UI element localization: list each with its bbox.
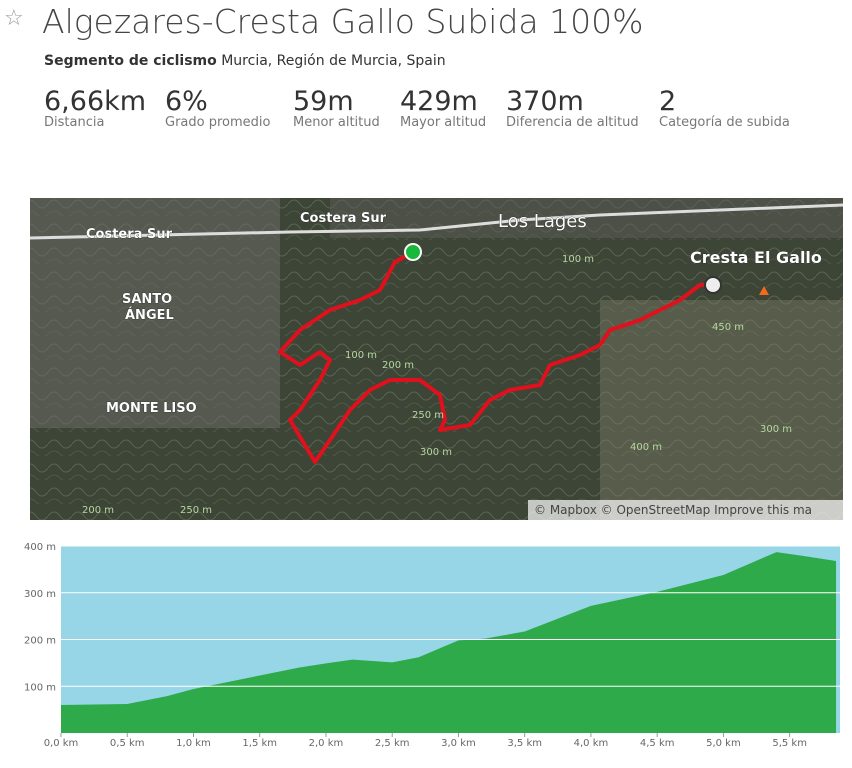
contour-label: 100 m [345,350,377,361]
finish-marker [704,276,722,294]
x-tick-label: 1,5 km [242,738,277,749]
x-tick-label: 4,5 km [640,738,675,749]
town-area [330,198,843,238]
segment-type: Segmento de ciclismo [44,53,217,69]
stat-value: 429m [400,86,478,117]
stat-label: Diferencia de altitud [506,115,639,130]
slope-area [600,300,843,520]
contour-label: 250 m [180,505,212,516]
peak-icon [759,286,769,295]
attribution-bg [528,500,843,520]
star-icon[interactable]: ☆ [4,6,24,31]
contour-label: 200 m [82,505,114,516]
plot-background [61,546,840,733]
elevation-chart: 100 m 200 m 300 m 400 m 0,0 km 0,5 km 1,0 km 1,… [24,542,840,749]
y-tick-label: 400 m [24,542,56,553]
y-tick-label: 200 m [24,636,56,647]
x-tick-label: 3,5 km [507,738,542,749]
contour-label: 200 m [382,360,414,371]
stat: 370m Diferencia de altitud [506,86,639,130]
x-tick-label: 5,5 km [772,738,807,749]
stat-value: 370m [506,86,584,117]
contour-label: 300 m [760,424,792,435]
x-tick-label: 5,0 km [706,738,741,749]
stat-label: Grado promedio [165,115,271,130]
stat: 59m Menor altitud [293,86,380,130]
map-label: SANTO [122,292,172,307]
contour-label: 100 m [562,254,594,265]
contour-label: 300 m [420,447,452,458]
x-tick-label: 4,0 km [574,738,609,749]
start-marker [404,243,422,261]
stat-value: 59m [293,86,354,117]
y-tick-label: 100 m [24,682,56,693]
map-label: MONTE LISO [106,401,197,416]
stat: 6% Grado promedio [165,86,270,130]
x-tick-label: 2,5 km [375,738,410,749]
x-tick-label: 1,0 km [176,738,211,749]
stat: 2 Categoría de subida [659,86,790,130]
x-tick-label: 2,0 km [309,738,344,749]
stat-value: 6% [165,86,208,117]
map[interactable]: Costera Sur Costera Sur Los Lages SANTO … [29,198,844,520]
stat-value: 6,66km [44,86,147,117]
map-attribution[interactable]: © Mapbox © OpenStreetMap Improve this ma [534,503,812,517]
stat: 6,66km Distancia [44,86,146,130]
map-label: ÁNGEL [125,307,174,323]
stat-label: Categoría de subida [659,115,790,130]
segment-location: Murcia, Región de Murcia, Spain [221,53,446,69]
road [29,203,844,240]
map-label: Cresta El Gallo [690,248,822,267]
map-background [30,198,843,520]
segment-subtitle: Segmento de ciclismo Murcia, Región de M… [44,53,446,69]
map-label: Costera Sur [86,227,173,242]
segment-title: Algezares-Cresta Gallo Subida 100% [42,2,644,41]
route [278,250,713,464]
contour-label: 450 m [712,322,744,333]
contour-label: 250 m [412,410,444,421]
contour-label: 400 m [630,442,662,453]
x-tick-label: 0,5 km [110,738,145,749]
stat-label: Menor altitud [293,115,380,130]
map-label: Costera Sur [300,211,387,226]
stat-value: 2 [659,86,677,117]
stat-label: Mayor altitud [400,115,487,130]
town-area [30,198,280,428]
y-tick-label: 300 m [24,589,56,600]
x-tick-label: 3,0 km [441,738,476,749]
map-label: Los Lages [498,211,587,232]
stat: 429m Mayor altitud [400,86,486,130]
elevation-area [61,552,837,733]
stat-label: Distancia [44,115,105,130]
x-tick-label: 0,0 km [44,738,79,749]
